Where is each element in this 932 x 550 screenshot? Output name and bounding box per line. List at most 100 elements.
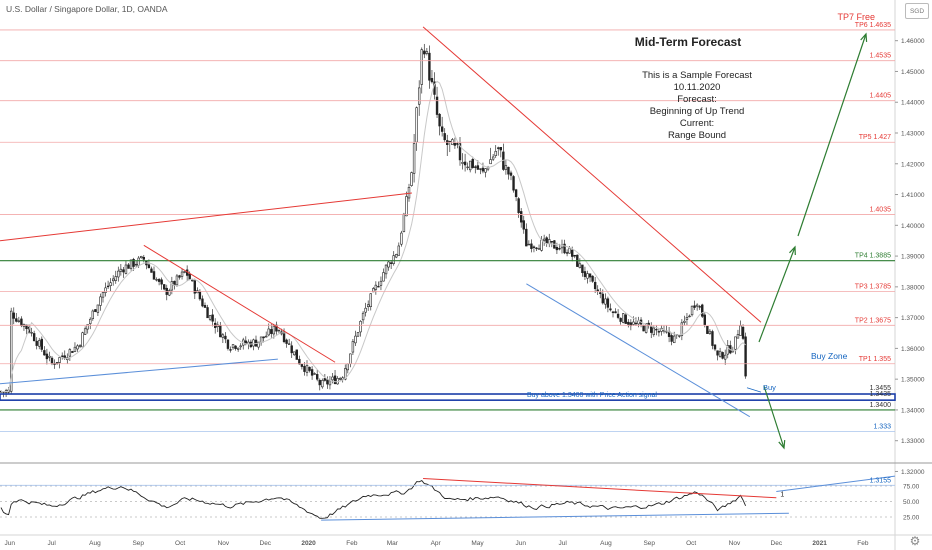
candle-up xyxy=(119,268,123,272)
candle-down xyxy=(512,176,515,191)
time-tick-label: Nov xyxy=(729,540,741,547)
candle-up xyxy=(191,279,194,282)
candle-down xyxy=(519,211,523,223)
candle-down xyxy=(43,350,46,356)
candle-down xyxy=(300,363,304,367)
time-tick-label: Dec xyxy=(260,540,272,547)
candle-up xyxy=(208,315,212,320)
candle-up xyxy=(374,284,378,290)
time-tick-label: Jul xyxy=(559,540,568,547)
candle-up xyxy=(407,187,411,199)
candle-up xyxy=(216,324,219,328)
candle-down xyxy=(453,142,457,146)
candle-up xyxy=(366,304,370,308)
price-tick-label: 1.45000 xyxy=(901,69,925,76)
candle-up xyxy=(708,330,712,334)
indicator-marker: 1 xyxy=(780,492,784,499)
candle-up xyxy=(96,304,100,313)
time-tick-label: 2020 xyxy=(301,540,316,547)
candle-down xyxy=(127,264,130,269)
candle-up xyxy=(537,248,541,250)
level-label: 1.3155 xyxy=(870,477,892,484)
candle-down xyxy=(525,228,528,247)
candle-up xyxy=(680,322,684,336)
downtrend-line-2019 xyxy=(143,244,336,363)
candle-down xyxy=(438,113,441,127)
candle-up xyxy=(264,335,268,338)
candle-up xyxy=(331,376,334,381)
forecast-heading: Mid-Term Forecast xyxy=(635,35,741,49)
candle-down xyxy=(463,161,467,166)
candle-down xyxy=(315,374,319,380)
candle-down xyxy=(601,293,605,304)
candle-down xyxy=(545,237,548,244)
candle-up xyxy=(425,51,429,54)
price-tick-label: 1.37000 xyxy=(901,315,925,322)
candle-up xyxy=(384,264,388,275)
candle-down xyxy=(642,325,645,332)
price-tick-label: 1.46000 xyxy=(901,38,925,45)
candle-up xyxy=(417,87,421,105)
candle-down xyxy=(377,285,380,288)
candle-up xyxy=(402,213,406,232)
candle-down xyxy=(721,352,724,359)
candle-down xyxy=(706,326,709,334)
candle-down xyxy=(670,335,673,342)
candle-down xyxy=(678,335,681,337)
candle-down xyxy=(573,255,576,257)
currency-button[interactable]: SGD xyxy=(905,3,929,19)
forecast-line: Beginning of Up Trend xyxy=(650,106,745,117)
candle-down xyxy=(326,379,329,385)
candle-up xyxy=(109,282,112,286)
candle-down xyxy=(203,305,207,308)
candle-up xyxy=(114,276,117,281)
candle-down xyxy=(624,314,627,324)
time-tick-label: Sep xyxy=(132,540,144,547)
candle-down xyxy=(50,357,54,364)
candle-up xyxy=(397,245,400,256)
candle-up xyxy=(267,328,270,336)
forecast-line: Forecast: xyxy=(677,94,717,105)
candle-up xyxy=(726,345,729,355)
candle-up xyxy=(484,168,487,173)
candle-up xyxy=(168,290,171,296)
candle-up xyxy=(621,313,625,323)
candle-up xyxy=(257,341,260,348)
candle-down xyxy=(497,147,500,149)
candle-down xyxy=(609,308,612,311)
candle-down xyxy=(588,273,592,278)
time-tick-label: Aug xyxy=(89,540,101,547)
gear-icon[interactable]: ⚙ xyxy=(909,534,921,548)
candle-down xyxy=(178,275,181,278)
candle-down xyxy=(440,126,444,132)
time-tick-label: 2021 xyxy=(812,540,827,547)
candle-up xyxy=(86,324,89,330)
candle-up xyxy=(586,273,589,279)
candle-up xyxy=(180,271,184,277)
up-arrow-long-head xyxy=(860,32,868,43)
candle-up xyxy=(504,165,508,170)
candle-up xyxy=(468,160,472,171)
candle-down xyxy=(435,96,439,115)
candle-up xyxy=(466,166,469,169)
candle-down xyxy=(290,345,293,354)
candle-down xyxy=(163,284,166,290)
candle-up xyxy=(718,350,722,357)
forecast-line: Range Bound xyxy=(668,130,726,141)
candle-down xyxy=(229,349,232,351)
candle-up xyxy=(272,325,276,335)
candle-down xyxy=(471,159,474,168)
candle-up xyxy=(346,363,349,371)
candle-up xyxy=(672,335,676,344)
level-label: 1.333 xyxy=(873,423,891,430)
time-tick-label: Jun xyxy=(5,540,16,547)
candle-down xyxy=(428,52,431,81)
down-arrow-head xyxy=(778,439,786,450)
candle-up xyxy=(83,328,87,335)
candle-down xyxy=(507,166,510,175)
down-arrow xyxy=(763,385,785,449)
candle-down xyxy=(634,322,638,325)
candle-up xyxy=(231,344,235,349)
level-label: TP3 1.3785 xyxy=(855,283,891,290)
